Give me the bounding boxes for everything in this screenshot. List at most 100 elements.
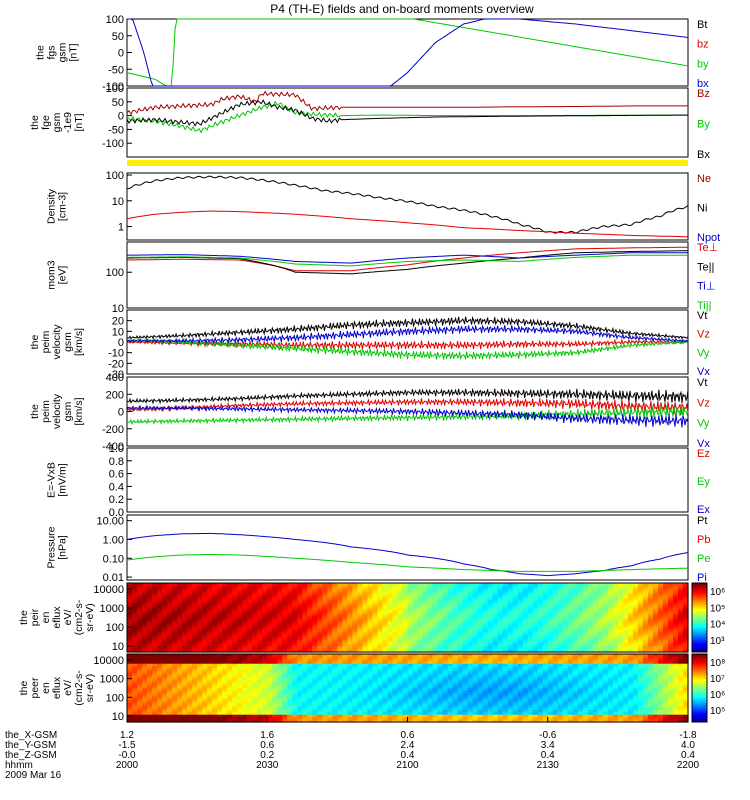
- heatmap-cell: [197, 639, 203, 643]
- heatmap-cell: [402, 642, 409, 646]
- heatmap-cell: [427, 624, 434, 628]
- heatmap-cell: [662, 592, 669, 596]
- heatmap-cell: [247, 595, 253, 599]
- heatmap-cell: [347, 583, 353, 587]
- heatmap-cell: [352, 610, 359, 614]
- heatmap-cell: [282, 637, 288, 641]
- heatmap-cell: [407, 654, 414, 658]
- heatmap-cell: [162, 615, 168, 619]
- heatmap-cell: [472, 632, 479, 636]
- heatmap-cell: [162, 688, 168, 692]
- heatmap-cell: [647, 632, 654, 636]
- heatmap-cell: [647, 597, 654, 601]
- heatmap-cell: [342, 656, 348, 660]
- heatmap-cell: [582, 617, 589, 621]
- heatmap-cell: [177, 607, 183, 611]
- heatmap-cell: [132, 695, 138, 699]
- heatmap-cell: [512, 590, 519, 594]
- heatmap-cell: [547, 610, 554, 614]
- heatmap-cell: [177, 642, 183, 646]
- heatmap-cell: [402, 585, 409, 589]
- heatmap-cell: [412, 627, 419, 631]
- heatmap-cell: [277, 617, 283, 621]
- heatmap-cell: [357, 661, 364, 665]
- heatmap-cell: [407, 668, 414, 672]
- heatmap-cell: [432, 585, 439, 589]
- heatmap-cell: [247, 680, 253, 684]
- heatmap-cell: [207, 605, 213, 609]
- heatmap-cell: [662, 627, 669, 631]
- heatmap-cell: [207, 709, 213, 713]
- heatmap-cell: [142, 671, 148, 675]
- heatmap-cell: [127, 624, 133, 628]
- heatmap-cell: [657, 642, 664, 646]
- heatmap-cell: [512, 610, 519, 614]
- heatmap-cell: [377, 714, 384, 718]
- heatmap-cell: [222, 585, 228, 589]
- heatmap-cell: [172, 629, 178, 633]
- heatmap-cell: [132, 583, 138, 587]
- legend-entry: Ni: [697, 203, 707, 215]
- heatmap-cell: [372, 583, 379, 587]
- heatmap-cell: [232, 590, 238, 594]
- heatmap-cell: [567, 605, 574, 609]
- heatmap-cell: [342, 592, 348, 596]
- heatmap-cell: [292, 680, 298, 684]
- heatmap-cell: [217, 612, 223, 616]
- heatmap-cell: [297, 717, 303, 721]
- heatmap-cell: [337, 668, 343, 672]
- heatmap-cell: [172, 688, 178, 692]
- heatmap-cell: [357, 607, 364, 611]
- heatmap-cell: [232, 697, 238, 701]
- heatmap-cell: [507, 642, 514, 646]
- heatmap-cell: [322, 688, 328, 692]
- heatmap-cell: [357, 602, 364, 606]
- heatmap-cell: [452, 627, 459, 631]
- heatmap-cell: [362, 692, 369, 696]
- heatmap-cell: [592, 622, 599, 626]
- heatmap-cell: [187, 673, 193, 677]
- heatmap-cell: [272, 595, 278, 599]
- heatmap-cell: [212, 697, 218, 701]
- heatmap-cell: [317, 666, 323, 670]
- heatmap-cell: [437, 610, 444, 614]
- heatmap-cell: [187, 644, 193, 648]
- heatmap-cell: [572, 607, 579, 611]
- heatmap-cell: [227, 602, 233, 606]
- heatmap-cell: [622, 590, 629, 594]
- heatmap-cell: [462, 634, 469, 638]
- heatmap-cell: [287, 697, 293, 701]
- heatmap-cell: [617, 624, 624, 628]
- heatmap-cell: [332, 692, 338, 696]
- heatmap-cell: [527, 583, 534, 587]
- heatmap-cell: [452, 617, 459, 621]
- heatmap-cell: [377, 619, 384, 624]
- heatmap-cell: [307, 607, 313, 611]
- heatmap-cell: [227, 624, 233, 628]
- legend-entry: Pb: [697, 534, 710, 546]
- heatmap-cell: [127, 622, 133, 626]
- heatmap-cell: [162, 719, 168, 723]
- heatmap-cell: [627, 610, 634, 614]
- heatmap-cell: [397, 615, 404, 619]
- heatmap-cell: [617, 612, 624, 616]
- heatmap-cell: [402, 583, 409, 587]
- heatmap-cell: [317, 692, 323, 696]
- heatmap-cell: [647, 600, 654, 604]
- heatmap-cell: [247, 592, 253, 596]
- heatmap-cell: [307, 624, 313, 628]
- heatmap-cell: [392, 688, 399, 692]
- heatmap-cell: [252, 600, 258, 604]
- heatmap-cell: [647, 592, 654, 596]
- heatmap-cell: [637, 637, 644, 641]
- heatmap-cell: [347, 619, 353, 624]
- heatmap-cell: [577, 602, 584, 606]
- heatmap-cell: [302, 605, 308, 609]
- heatmap-cell: [172, 587, 178, 591]
- heatmap-cell: [632, 585, 639, 589]
- heatmap-cell: [682, 587, 689, 591]
- heatmap-cell: [132, 719, 138, 723]
- heatmap-cell: [372, 644, 379, 648]
- heatmap-cell: [127, 607, 133, 611]
- heatmap-cell: [377, 605, 384, 609]
